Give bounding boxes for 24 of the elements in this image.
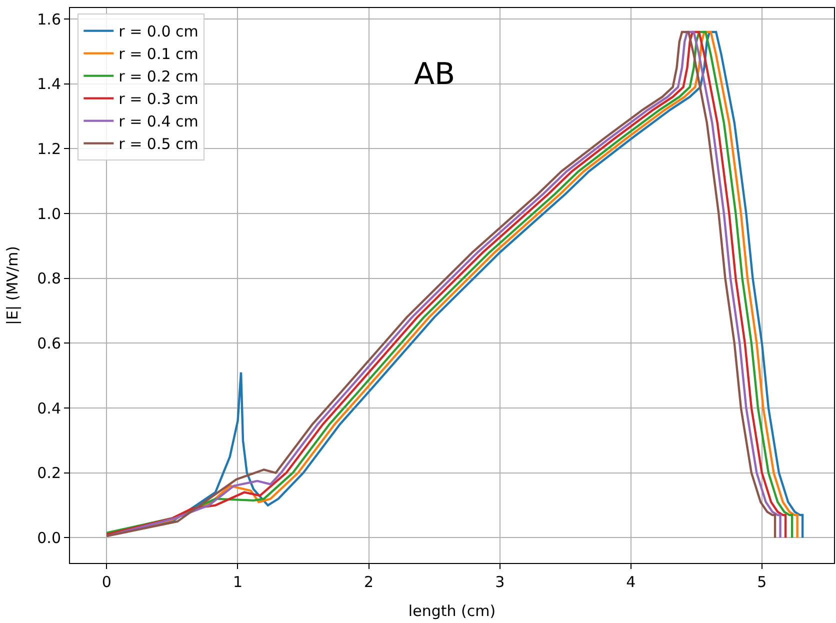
y-tick-label: 0.2: [37, 464, 61, 482]
x-tick-label: 4: [626, 573, 636, 591]
x-tick-label: 5: [757, 573, 767, 591]
legend-label: r = 0.0 cm: [118, 22, 198, 41]
x-tick-label: 1: [232, 573, 243, 591]
legend-label: r = 0.2 cm: [118, 68, 198, 86]
y-tick-label: 0.8: [37, 270, 61, 288]
annotation: AB: [414, 57, 456, 92]
legend-label: r = 0.4 cm: [118, 112, 198, 131]
y-tick-label: 0.0: [37, 528, 61, 547]
y-axis-title: |E| (MV/m): [3, 246, 22, 325]
legend-label: r = 0.5 cm: [118, 135, 198, 154]
x-tick-label: 3: [495, 573, 505, 591]
y-tick-label: 1.4: [37, 75, 61, 94]
x-tick-label: 2: [364, 573, 374, 591]
legend-label: r = 0.1 cm: [118, 45, 198, 64]
y-tick-label: 1.6: [37, 10, 61, 28]
y-tick-label: 1.2: [37, 140, 61, 158]
x-axis-title: length (cm): [408, 602, 496, 620]
y-tick-label: 0.6: [37, 334, 61, 352]
y-tick-label: 0.4: [37, 399, 61, 418]
x-tick-label: 0: [102, 573, 112, 591]
y-tick-label: 1.0: [37, 204, 61, 223]
legend-label: r = 0.3 cm: [118, 90, 198, 108]
